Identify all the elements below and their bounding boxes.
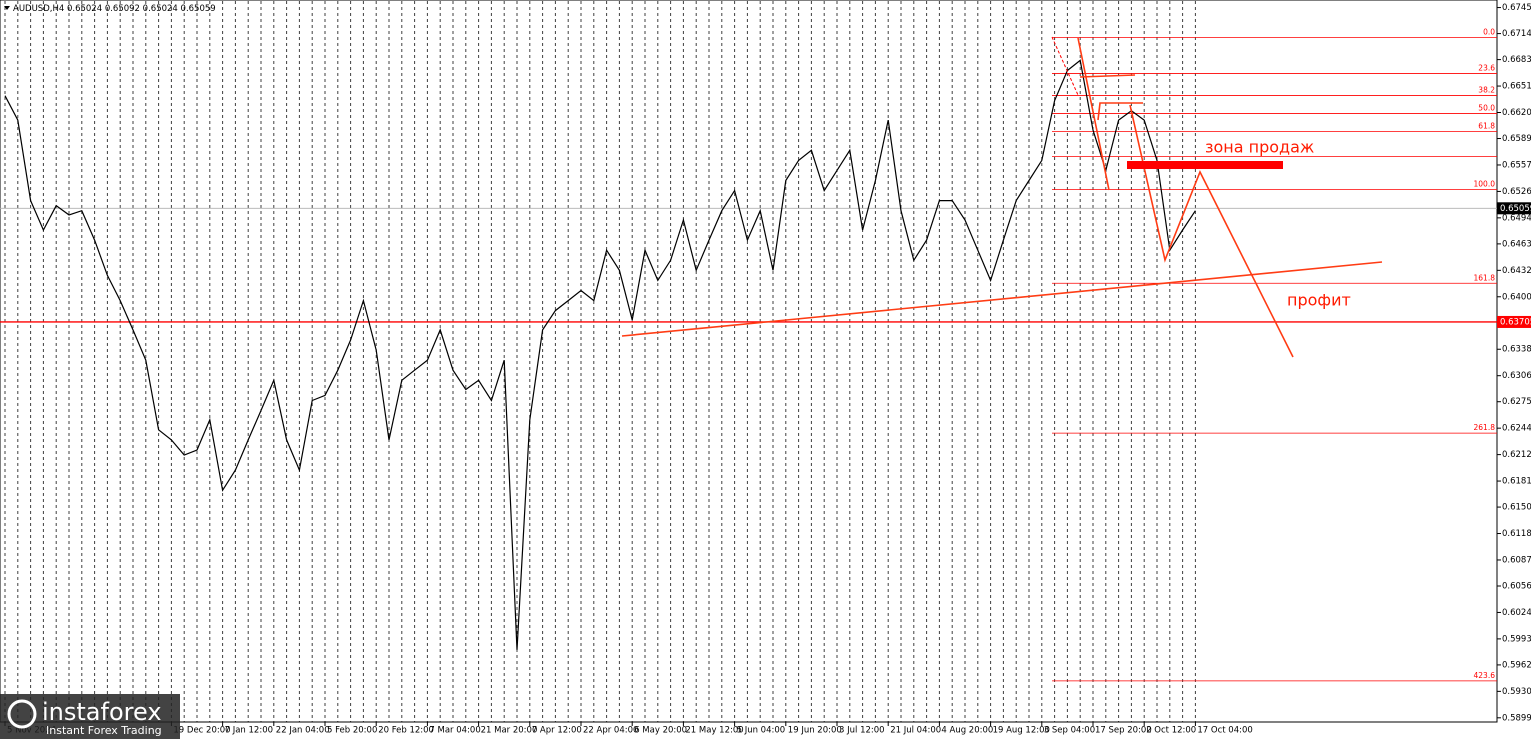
wave-line: [1077, 37, 1110, 191]
annotation: профит: [1287, 291, 1351, 310]
trend-line: [621, 261, 1383, 337]
x-tick-label: 5 Feb 20:00: [327, 726, 377, 736]
brand: instaforex: [42, 698, 162, 726]
fib-label: 50.0: [1478, 103, 1495, 112]
y-tick-label: 0.66515: [1502, 82, 1531, 92]
x-tick-label: 22 Apr 04:00: [583, 726, 638, 736]
x-tick-label: 21 Jul 04:00: [890, 726, 941, 736]
x-tick-label: 3 Sep 04:00: [1044, 726, 1095, 736]
fib-label: 38.2: [1478, 85, 1495, 94]
watermark-bg: [0, 694, 180, 739]
y-tick-label: 0.64635: [1502, 239, 1531, 249]
close: 0.65059: [181, 4, 216, 14]
drawings: [621, 36, 1383, 358]
menu-icon[interactable]: [4, 6, 10, 10]
high: 0.65092: [105, 4, 140, 14]
annotation: зона продаж: [1205, 138, 1314, 157]
watermark: instaforex Instant Forex Trading: [0, 694, 180, 739]
y-tick-label: 0.63065: [1502, 371, 1531, 381]
level-label: 0.63705: [1500, 317, 1531, 327]
x-tick-label: 20 Feb 12:00: [378, 726, 434, 736]
y-tick-label: 0.61185: [1502, 529, 1531, 539]
grid: [4, 1, 1196, 722]
x-tick-label: 19 Aug 12:00: [993, 726, 1050, 736]
fib-label: 261.8: [1474, 423, 1496, 432]
fib-label: 161.8: [1474, 273, 1496, 282]
fib-label: 23.6: [1478, 63, 1495, 72]
y-tick-label: 0.64945: [1502, 213, 1531, 223]
wave-line: [1079, 74, 1136, 78]
x-tick-label: 2 Oct 12:00: [1146, 726, 1196, 736]
y-tick-label: 0.62755: [1502, 397, 1531, 407]
x-tick-label: 19 Jun 20:00: [788, 726, 842, 736]
level-tag: [1497, 315, 1531, 328]
y-tick-label: 0.59305: [1502, 687, 1531, 697]
symbol: AUDUSD,H4: [13, 4, 64, 14]
x-tick-label: 7 Mar 04:00: [429, 726, 480, 736]
x-tick-label: 21 Mar 20:00: [481, 726, 538, 736]
wave-line: [1097, 102, 1143, 121]
x-tick-label: 7 Jan 12:00: [225, 726, 273, 736]
x-tick-label: 21 May 12:00: [685, 726, 743, 736]
fib-label: 100.0: [1474, 179, 1496, 188]
x-tick-label: 4 Aug 20:00: [941, 726, 993, 736]
tagline: Instant Forex Trading: [46, 724, 162, 737]
x-tick-label: 17 Sep 20:00: [1095, 726, 1152, 736]
price: [4, 59, 1196, 650]
x-tick-label: 7 Apr 12:00: [532, 726, 582, 736]
logo: [7, 699, 37, 729]
sell-zone: [1127, 161, 1283, 169]
x-tick-label: 6 May 20:00: [634, 726, 687, 736]
fib-label: 423.6: [1474, 671, 1496, 680]
header: AUDUSD,H4 0.65024 0.65092 0.65024 0.6505…: [13, 4, 216, 14]
y-tick-label: 0.64005: [1502, 292, 1531, 302]
x-tick-label: 3 Jul 12:00: [839, 726, 885, 736]
fib-label: 61.8: [1478, 121, 1495, 130]
y-tick-label: 0.60245: [1502, 608, 1531, 618]
x-tick-label: 5 Jun 04:00: [737, 726, 786, 736]
levels: 0.0 23.6 38.2 50.0 61.8 100.0 161.8 261.8 423.6: [0, 28, 1497, 682]
price-line: [4, 59, 1196, 650]
x-tick-label: 17 Oct 04:00: [1197, 726, 1252, 736]
low: 0.65024: [143, 4, 178, 14]
y-tick-label: 0.62125: [1502, 450, 1531, 460]
price-tag: [1497, 202, 1531, 215]
fib-label: 0.0: [1483, 28, 1495, 37]
fib-base: [1051, 36, 1079, 96]
open: 0.65024: [67, 4, 102, 14]
plot-frame: [0, 0, 1498, 723]
y-tick-label: 0.65575: [1502, 160, 1531, 170]
x-tick-label: 22 Jan 04:00: [276, 726, 330, 736]
forecast-line: [1129, 104, 1294, 358]
price-label: 0.65059: [1500, 204, 1531, 214]
x-tick-label: 19 Dec 20:00: [173, 726, 230, 736]
